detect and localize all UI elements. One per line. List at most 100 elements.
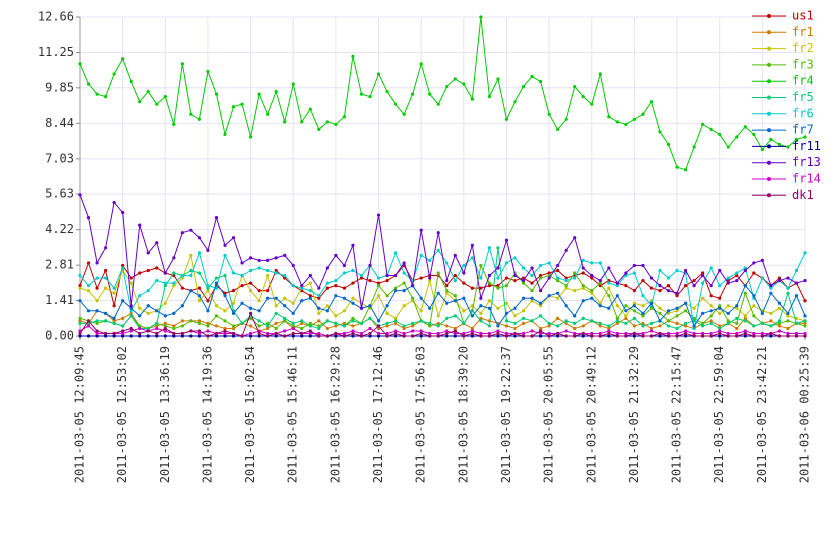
data-point [615, 284, 619, 288]
data-point [538, 276, 543, 280]
data-point [334, 294, 338, 298]
data-point [308, 331, 312, 336]
data-point [479, 304, 483, 308]
data-point [692, 334, 696, 338]
data-point [564, 286, 568, 290]
data-point [752, 314, 756, 318]
data-point [573, 236, 577, 240]
data-point [564, 278, 568, 283]
data-point [743, 331, 747, 336]
data-point [325, 326, 329, 331]
data-point [573, 334, 577, 338]
data-point [538, 334, 543, 338]
data-point [666, 142, 671, 147]
data-point [206, 329, 210, 333]
data-point [743, 334, 747, 338]
data-point [351, 268, 355, 273]
data-point [470, 334, 474, 338]
data-point [649, 306, 654, 310]
data-point [214, 314, 219, 318]
data-point [138, 100, 142, 104]
data-point [411, 92, 415, 96]
data-point [709, 334, 713, 338]
data-point [223, 243, 227, 247]
data-point [223, 334, 227, 338]
data-point [521, 331, 526, 336]
data-point [547, 271, 551, 275]
data-point [214, 331, 219, 336]
data-point [385, 294, 389, 298]
data-point [607, 331, 611, 336]
data-point [138, 326, 142, 331]
legend-label: us1 [792, 9, 814, 23]
data-point [453, 329, 457, 333]
data-point [607, 324, 611, 328]
data-point [573, 276, 577, 280]
data-point [231, 326, 236, 331]
data-point [402, 261, 406, 265]
data-point [342, 263, 347, 268]
data-point [257, 299, 261, 303]
data-point [615, 321, 619, 326]
data-point [666, 309, 671, 313]
data-point [308, 289, 312, 293]
data-point [581, 95, 585, 99]
data-point [777, 324, 782, 328]
data-point [641, 112, 645, 116]
data-point [692, 324, 696, 328]
data-point [794, 331, 799, 336]
data-point [769, 331, 773, 336]
data-point [428, 306, 432, 310]
data-point [419, 329, 423, 333]
data-point [556, 334, 560, 338]
data-point [547, 331, 551, 336]
data-point [632, 271, 637, 275]
data-point [726, 276, 730, 280]
data-point [78, 273, 82, 278]
data-point [112, 200, 116, 205]
data-point [436, 314, 440, 318]
data-point [257, 331, 261, 336]
data-point [214, 334, 219, 338]
data-point [760, 321, 764, 326]
data-point [794, 334, 799, 338]
data-point [769, 137, 773, 142]
data-point [189, 289, 193, 293]
data-point [513, 314, 517, 318]
data-point [718, 296, 722, 300]
data-point [248, 289, 253, 293]
data-point [334, 253, 338, 257]
y-tick-label: 5.63 [45, 187, 74, 201]
data-point [146, 326, 150, 331]
data-point [163, 281, 167, 285]
data-point [223, 326, 227, 331]
data-point [402, 112, 406, 116]
data-point [658, 284, 662, 288]
data-point [95, 319, 99, 323]
data-point [334, 278, 338, 283]
data-point [138, 294, 142, 298]
data-point [163, 271, 167, 275]
data-point [368, 278, 372, 283]
data-point [607, 286, 611, 290]
data-point [504, 324, 509, 328]
data-point [479, 316, 483, 320]
data-point [146, 251, 150, 255]
data-point [624, 304, 628, 308]
data-point [78, 286, 82, 290]
legend-marker [767, 111, 771, 116]
data-point [129, 304, 133, 308]
data-point [393, 316, 398, 320]
data-point [709, 309, 713, 313]
data-point [701, 122, 705, 126]
data-point [121, 299, 125, 303]
data-point [615, 331, 619, 336]
data-point [598, 261, 602, 265]
data-point [393, 334, 398, 338]
data-point [240, 284, 244, 288]
data-point [172, 326, 176, 331]
data-point [632, 117, 637, 121]
data-point [735, 306, 739, 310]
data-point [624, 314, 628, 318]
